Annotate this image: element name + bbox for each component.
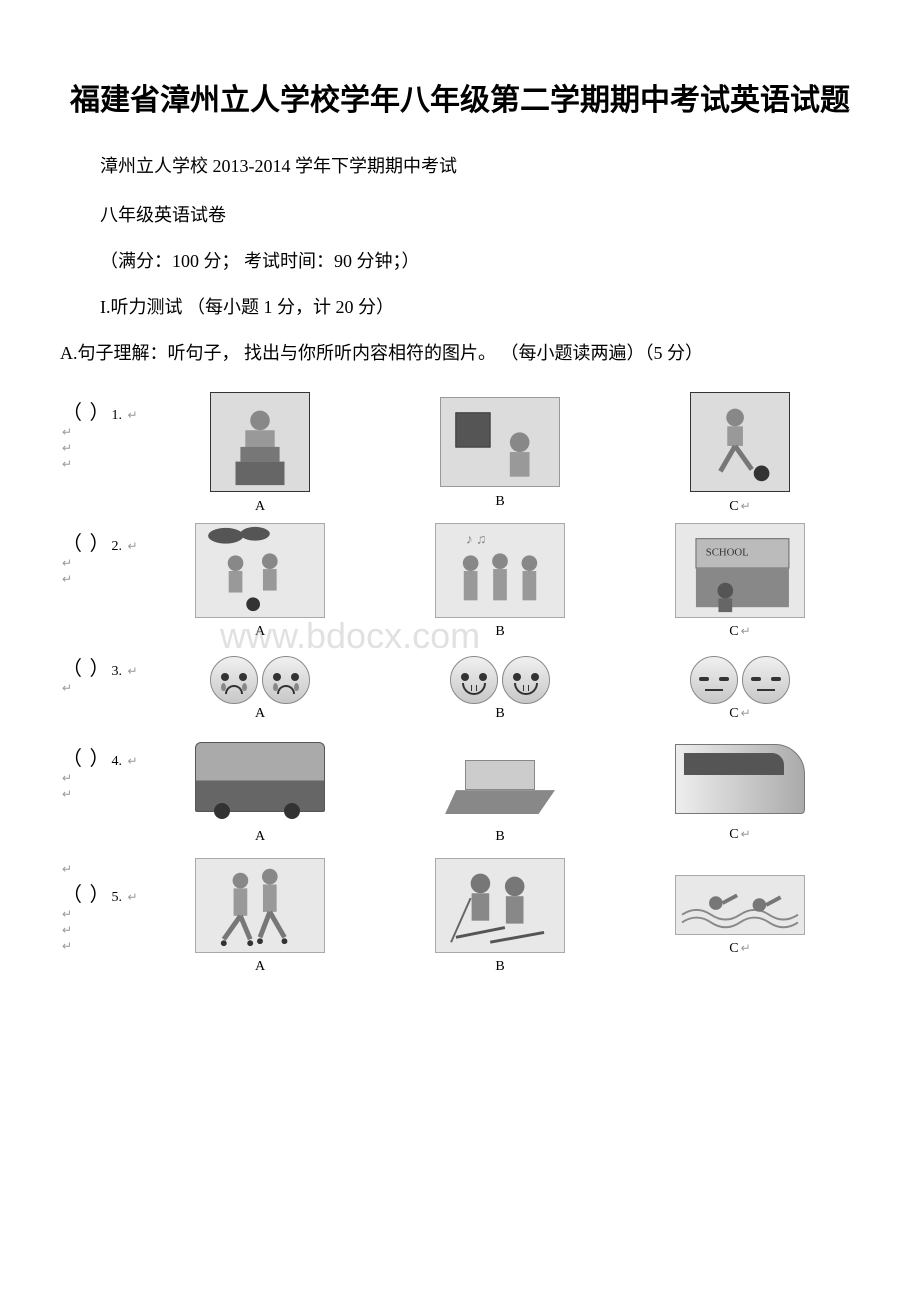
school-building-icon: SCHOOL — [675, 523, 805, 618]
q4-choice-c: C↵ — [620, 734, 860, 854]
train-icon — [675, 744, 805, 814]
crying-face-icon — [210, 656, 310, 704]
q3-choice-b: B — [380, 644, 620, 734]
section-i-heading: I.听力测试 （每小题 1 分，计 20 分） — [100, 293, 860, 319]
subtitle-text: 漳州立人学校 2013-2014 学年下学期期中考试 — [100, 152, 860, 181]
question-number-cell-1: （ ）1. ↵ ↵ ↵ ↵ — [60, 388, 140, 519]
grinning-face-icon — [450, 656, 550, 704]
q1-choice-b: B — [380, 388, 620, 519]
q3-choice-c: C↵ — [620, 644, 860, 734]
boy-football-icon — [690, 392, 790, 492]
label-a: A — [144, 499, 376, 515]
swimming-icon — [675, 875, 805, 935]
q4-choice-b: B — [380, 734, 620, 854]
enter-mark: ↵ — [128, 408, 138, 422]
question-number-cell-4: （ ）4. ↵ ↵ ↵ — [60, 734, 140, 854]
svg-text:♪ ♫: ♪ ♫ — [466, 531, 487, 546]
question-number-cell-3: （ ）3. ↵ ↵ — [60, 644, 140, 734]
paren-close: ） — [88, 402, 112, 424]
watching-tv-icon — [440, 397, 560, 487]
label-c: C↵ — [624, 499, 856, 515]
q2-choice-b: ♪ ♫ B — [380, 519, 620, 644]
page-title: 福建省漳州立人学校学年八年级第二学期期中考试英语试题 — [60, 80, 860, 122]
q5-choice-b: B — [380, 854, 620, 979]
question-row-3: （ ）3. ↵ ↵ A B — [60, 644, 860, 734]
paper-name: 八年级英语试卷 — [100, 201, 860, 227]
label-b: B — [384, 494, 616, 510]
question-row-2: （ ）2. ↵ ↵ ↵ A ♪ ♫ B SCHOOL — [60, 519, 860, 644]
q1-choice-c: C↵ — [620, 388, 860, 519]
question-row-4: （ ）4. ↵ ↵ ↵ A B C↵ — [60, 734, 860, 854]
question-row-5: ↵ （ ）5. ↵ ↵ ↵ ↵ A B — [60, 854, 860, 979]
exam-info: （满分：100 分； 考试时间：90 分钟；） — [100, 247, 860, 273]
page-content: 福建省漳州立人学校学年八年级第二学期期中考试英语试题 漳州立人学校 2013-2… — [60, 80, 860, 979]
question-number-cell-5: ↵ （ ）5. ↵ ↵ ↵ ↵ — [60, 854, 140, 979]
man-reading-icon — [210, 392, 310, 492]
bus-icon — [195, 742, 325, 812]
q5-choice-c: C↵ — [620, 854, 860, 979]
question-number-cell-2: （ ）2. ↵ ↵ ↵ — [60, 519, 140, 644]
q3-choice-a: A — [140, 644, 380, 734]
boys-football-clouds-icon — [195, 523, 325, 618]
rollerskating-icon — [195, 858, 325, 953]
q5-choice-a: A — [140, 854, 380, 979]
paren-open: （ — [60, 402, 84, 424]
q4-num: 4 — [112, 754, 119, 769]
ship-icon — [435, 742, 565, 822]
q4-choice-a: A — [140, 734, 380, 854]
q3-num: 3 — [112, 664, 119, 679]
q1-choice-a: A — [140, 388, 380, 519]
q5-num: 5 — [112, 890, 119, 905]
skiing-icon — [435, 858, 565, 953]
q2-choice-a: A — [140, 519, 380, 644]
children-dancing-icon: ♪ ♫ — [435, 523, 565, 618]
q2-choice-c: SCHOOL C↵ — [620, 519, 860, 644]
question-row-1: （ ）1. ↵ ↵ ↵ ↵ A B — [60, 388, 860, 519]
q2-num: 2 — [112, 539, 119, 554]
q1-num: 1 — [112, 408, 119, 423]
questions-table: （ ）1. ↵ ↵ ↵ ↵ A B — [60, 388, 860, 979]
neutral-face-icon — [690, 656, 790, 704]
section-a-instruction: A.句子理解：听句子， 找出与你所听内容相符的图片。 （每小题读两遍）（5 分） — [60, 339, 860, 368]
svg-text:SCHOOL: SCHOOL — [706, 546, 749, 558]
